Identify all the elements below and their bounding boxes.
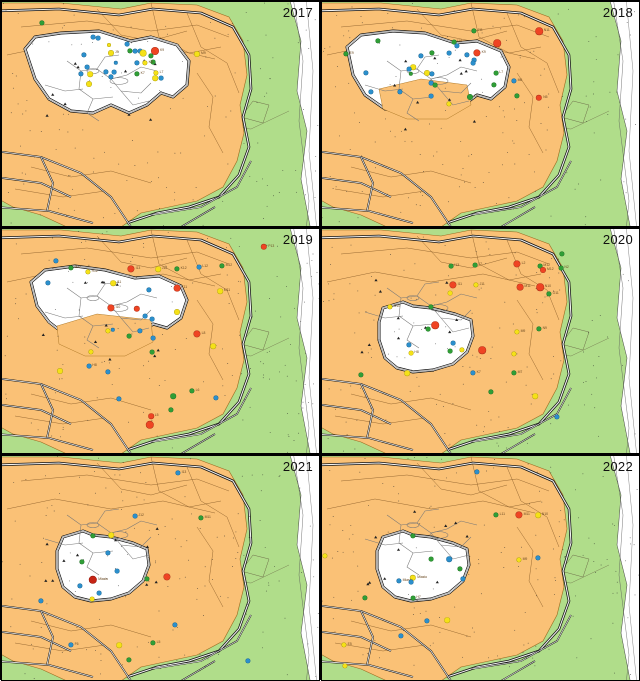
map-point[interactable] [210, 343, 216, 349]
map-point[interactable] [133, 514, 138, 519]
map-point[interactable] [96, 36, 101, 41]
map-point[interactable] [174, 285, 181, 292]
map-point[interactable] [174, 309, 180, 315]
map-point[interactable] [404, 370, 410, 376]
map-point[interactable] [449, 264, 454, 269]
map-point[interactable] [97, 591, 102, 596]
map-point[interactable] [90, 597, 95, 602]
map-canvas [321, 228, 640, 454]
map-point[interactable] [431, 321, 439, 329]
map-point[interactable] [411, 596, 416, 601]
map-canvas [1, 1, 320, 227]
map-point[interactable] [535, 512, 541, 518]
map-point[interactable] [536, 283, 544, 291]
map-point[interactable] [447, 51, 452, 56]
map-point[interactable] [140, 50, 147, 57]
map-point[interactable] [194, 51, 200, 57]
map-point[interactable] [127, 334, 132, 339]
map-point[interactable] [87, 71, 93, 77]
map-point[interactable] [517, 284, 524, 291]
map-point[interactable] [107, 43, 111, 47]
map-point[interactable] [444, 617, 450, 623]
map-point[interactable] [110, 280, 116, 286]
map-point[interactable] [170, 393, 176, 399]
map-point[interactable] [532, 393, 538, 399]
map-point[interactable] [429, 557, 434, 562]
map-canvas [1, 228, 320, 454]
map-point[interactable] [446, 556, 452, 562]
map-point[interactable] [57, 368, 63, 374]
map-point[interactable] [151, 336, 156, 341]
map-point[interactable] [108, 50, 114, 56]
map-point[interactable] [473, 263, 478, 268]
map-point[interactable] [409, 351, 414, 356]
map-point[interactable] [448, 349, 453, 354]
map-canvas [321, 1, 640, 227]
map-point[interactable] [478, 346, 486, 354]
map-point[interactable] [467, 94, 473, 100]
map-point[interactable] [493, 39, 501, 47]
map-point[interactable] [433, 83, 438, 88]
map-point[interactable] [217, 288, 223, 294]
map-point[interactable] [151, 60, 156, 65]
map-point[interactable] [148, 413, 154, 419]
map-point[interactable] [448, 291, 453, 296]
map-point[interactable] [108, 532, 114, 538]
map-point[interactable] [535, 27, 543, 35]
map-point[interactable] [150, 317, 155, 322]
map-point[interactable] [116, 642, 122, 648]
map-point[interactable] [429, 94, 434, 99]
map-point[interactable] [540, 267, 546, 273]
map-point[interactable] [407, 67, 412, 72]
map-point[interactable] [112, 70, 117, 75]
map-point[interactable] [426, 327, 431, 332]
map-point[interactable] [197, 265, 202, 270]
map-point[interactable] [150, 350, 155, 355]
map-point[interactable] [471, 61, 476, 66]
map-point[interactable] [87, 364, 92, 369]
map-canvas [321, 455, 640, 681]
map-point[interactable] [559, 266, 564, 271]
map-point[interactable] [115, 569, 120, 574]
map-point[interactable] [409, 580, 414, 585]
map-point[interactable] [143, 314, 148, 319]
map-point[interactable] [494, 71, 499, 76]
map-point[interactable] [125, 42, 130, 47]
map-point[interactable] [155, 266, 161, 272]
map-point[interactable] [86, 81, 92, 87]
map-canvas [1, 455, 320, 681]
map-point[interactable] [152, 75, 158, 81]
map-point[interactable] [85, 65, 90, 70]
map-point[interactable] [451, 341, 456, 346]
map-point[interactable] [159, 76, 164, 81]
